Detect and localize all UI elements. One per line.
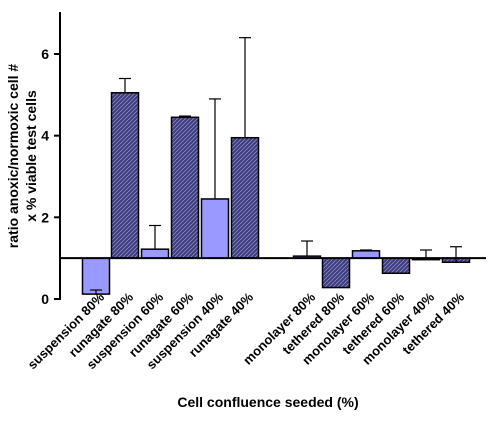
y-tick-label: 6 <box>41 46 49 62</box>
error-bar <box>450 246 462 263</box>
bar-tethered-60 <box>381 257 411 275</box>
error-bar <box>149 224 161 250</box>
bar-suspension-60 <box>140 248 170 259</box>
bars-layer <box>81 92 471 295</box>
error-bar <box>301 240 313 257</box>
error-bars-layer <box>90 37 462 295</box>
y-tick-label: 0 <box>41 291 49 307</box>
bar-tethered-80 <box>321 257 351 289</box>
bar-monolayer-60 <box>351 250 381 259</box>
error-bar <box>239 37 251 138</box>
bar-runagate-80 <box>110 92 140 259</box>
error-bar <box>209 98 221 199</box>
category-labels: suspension 80%runagate 80%suspension 60%… <box>24 289 467 372</box>
error-bar <box>179 115 191 118</box>
error-bar <box>119 77 131 93</box>
bar-runagate-60 <box>170 116 200 259</box>
error-bar <box>90 289 102 295</box>
bar-suspension-80 <box>81 257 111 295</box>
y-axis-label-line-2: x % viable test cells <box>23 90 39 222</box>
y-tick-label: 2 <box>41 209 49 225</box>
y-ticks: 0 2 4 6 <box>41 46 60 307</box>
y-axis-label-line-1: ratio anoxic/normoxic cell # <box>5 64 21 249</box>
error-bar <box>360 249 372 251</box>
bar-runagate-40 <box>230 136 260 259</box>
bar-suspension-40 <box>200 198 230 259</box>
error-bar <box>420 249 432 259</box>
x-axis-label: Cell confluence seeded (%) <box>177 394 358 410</box>
y-tick-label: 4 <box>41 128 49 144</box>
